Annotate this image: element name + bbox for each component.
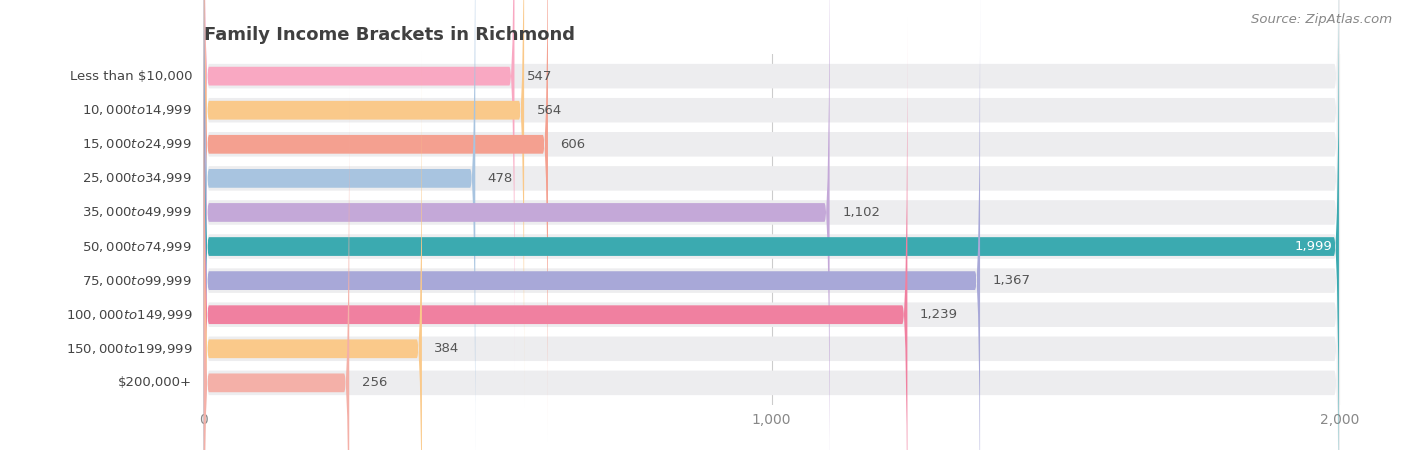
- FancyBboxPatch shape: [204, 0, 1340, 450]
- Text: Less than $10,000: Less than $10,000: [69, 70, 193, 83]
- Text: Source: ZipAtlas.com: Source: ZipAtlas.com: [1251, 14, 1392, 27]
- Text: 547: 547: [527, 70, 553, 83]
- Text: 564: 564: [537, 104, 562, 117]
- Text: $200,000+: $200,000+: [118, 376, 193, 389]
- Text: 478: 478: [488, 172, 513, 185]
- FancyBboxPatch shape: [204, 0, 548, 441]
- FancyBboxPatch shape: [204, 0, 1340, 405]
- FancyBboxPatch shape: [204, 0, 1340, 450]
- FancyBboxPatch shape: [204, 0, 515, 374]
- Text: $15,000 to $24,999: $15,000 to $24,999: [83, 137, 193, 151]
- FancyBboxPatch shape: [204, 0, 475, 450]
- FancyBboxPatch shape: [204, 54, 1340, 450]
- Text: $50,000 to $74,999: $50,000 to $74,999: [83, 239, 193, 253]
- FancyBboxPatch shape: [204, 18, 907, 450]
- Text: 256: 256: [361, 376, 387, 389]
- FancyBboxPatch shape: [204, 0, 830, 450]
- Text: 606: 606: [561, 138, 585, 151]
- Text: 1,239: 1,239: [920, 308, 957, 321]
- Text: $10,000 to $14,999: $10,000 to $14,999: [83, 103, 193, 117]
- FancyBboxPatch shape: [204, 0, 1340, 450]
- FancyBboxPatch shape: [204, 0, 1340, 450]
- Text: $25,000 to $34,999: $25,000 to $34,999: [83, 171, 193, 185]
- FancyBboxPatch shape: [204, 86, 349, 450]
- FancyBboxPatch shape: [204, 0, 1339, 450]
- Text: 1,367: 1,367: [993, 274, 1031, 287]
- FancyBboxPatch shape: [204, 88, 1340, 450]
- FancyBboxPatch shape: [204, 0, 1340, 371]
- Text: $150,000 to $199,999: $150,000 to $199,999: [66, 342, 193, 356]
- Text: $35,000 to $49,999: $35,000 to $49,999: [83, 206, 193, 220]
- Text: 1,999: 1,999: [1295, 240, 1331, 253]
- Text: Family Income Brackets in Richmond: Family Income Brackets in Richmond: [204, 26, 575, 44]
- Text: 1,102: 1,102: [842, 206, 880, 219]
- FancyBboxPatch shape: [204, 20, 1340, 450]
- FancyBboxPatch shape: [204, 0, 524, 408]
- FancyBboxPatch shape: [204, 0, 1340, 439]
- FancyBboxPatch shape: [204, 0, 980, 450]
- Text: $75,000 to $99,999: $75,000 to $99,999: [83, 274, 193, 288]
- Text: $100,000 to $149,999: $100,000 to $149,999: [66, 308, 193, 322]
- Text: 384: 384: [434, 342, 460, 355]
- FancyBboxPatch shape: [204, 51, 422, 450]
